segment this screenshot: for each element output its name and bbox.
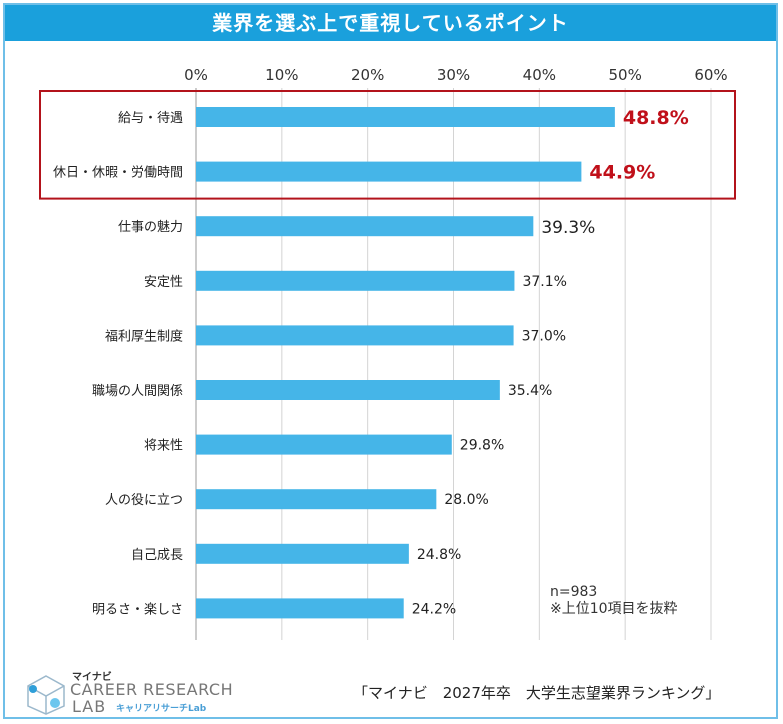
value-label: 37.1% (522, 274, 566, 290)
bar (196, 380, 500, 400)
value-label: 39.3% (541, 218, 595, 238)
bar (196, 434, 452, 455)
logo-brand: マイナビ (72, 672, 112, 683)
cube-logo-icon (27, 675, 65, 715)
x-tick-label: 10% (265, 66, 298, 84)
category-label: 休日・休暇・労働時間 (53, 166, 183, 181)
value-label: 48.8% (623, 107, 689, 129)
logo-line2: LAB (72, 697, 107, 716)
bar (196, 543, 409, 564)
x-tick-label: 60% (694, 66, 727, 84)
x-tick-label: 40% (523, 66, 556, 84)
bar (196, 107, 615, 127)
footnote: ※上位10項目を抜粋 (550, 601, 678, 617)
logo-sub: キャリアリサーチLab (116, 704, 207, 714)
sample-note: n=983 ※上位10項目を抜粋 (550, 584, 678, 618)
category-label: 給与・待遇 (118, 111, 183, 126)
value-label: 24.2% (412, 601, 456, 617)
highlight-box (39, 90, 736, 200)
value-label: 24.8% (417, 547, 461, 563)
category-label: 安定性 (144, 275, 183, 290)
bar (196, 489, 437, 510)
x-tick-label: 30% (437, 66, 470, 84)
category-label: 明るさ・楽しさ (92, 601, 183, 617)
value-label: 37.0% (522, 328, 566, 344)
sample-size: n=983 (550, 584, 598, 600)
bar (196, 598, 404, 619)
logo-line1: CAREER RESEARCH (70, 680, 234, 699)
category-label: 自己成長 (131, 548, 183, 563)
bar (196, 270, 515, 291)
x-tick-label: 50% (608, 66, 641, 84)
chart-title: 業界を選ぶ上で重視しているポイント (5, 5, 776, 41)
bar (196, 216, 534, 237)
bar (196, 161, 582, 182)
value-label: 35.4% (508, 383, 552, 399)
value-label: 28.0% (444, 492, 488, 508)
category-label: 将来性 (144, 439, 183, 454)
x-tick-label: 0% (184, 66, 208, 84)
source-caption: 「マイナビ 2027年卒 大学生志望業界ランキング」 (353, 684, 721, 702)
category-label: 福利厚生制度 (105, 328, 183, 344)
value-label: 29.8% (460, 438, 504, 454)
x-tick-label: 20% (351, 66, 384, 84)
category-label: 仕事の魅力 (118, 220, 183, 235)
category-label: 人の役に立つ (105, 493, 183, 508)
category-label: 職場の人間関係 (92, 384, 183, 399)
career-research-lab-logo: マイナビ CAREER RESEARCH LAB キャリアリサーチLab (24, 668, 234, 718)
bar (196, 325, 514, 346)
value-label: 44.9% (589, 162, 655, 184)
